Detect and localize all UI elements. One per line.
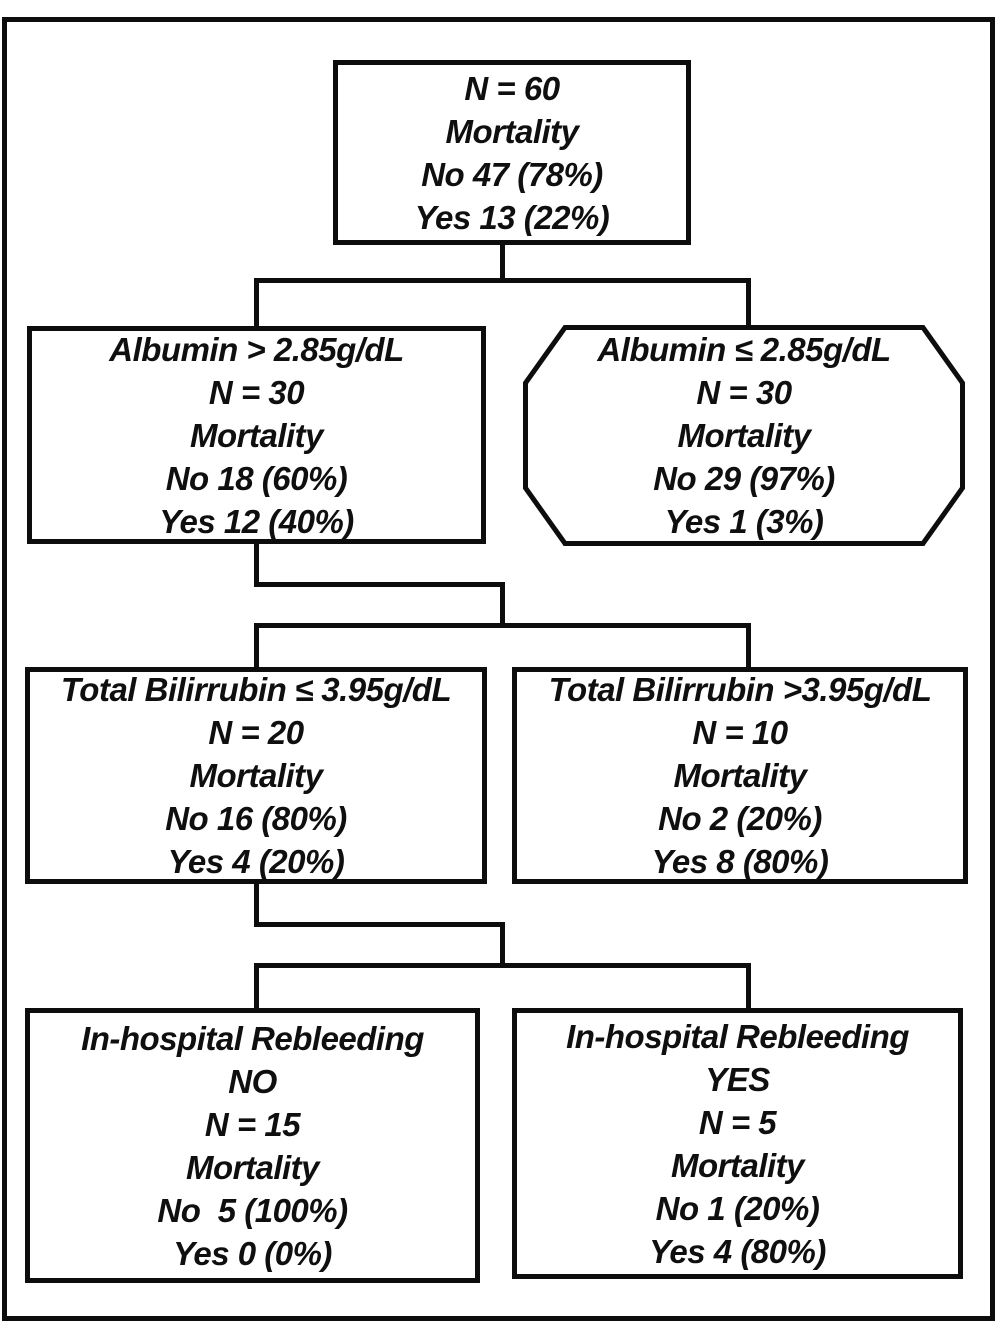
node-text: In-hospital Rebleeding YES N = 5 Mortali…	[520, 1013, 955, 1274]
node-line: Mortality	[445, 112, 579, 150]
node-line: N = 15	[204, 1105, 301, 1143]
connector-segment	[500, 922, 505, 968]
connector-segment	[254, 623, 259, 669]
node-line: N = 60	[464, 69, 560, 107]
connector-segment	[254, 922, 505, 927]
connector-segment	[746, 623, 751, 669]
node-line: Mortality	[670, 1146, 805, 1184]
node-line: Yes 1 (3%)	[664, 503, 824, 540]
node-albumin-greater: Albumin > 2.85g/dL N = 30 Mortality No 1…	[27, 326, 486, 544]
node-line: N = 20	[208, 714, 304, 751]
node-line: No 16 (80%)	[165, 800, 347, 837]
node-line: Yes 13 (22%)	[414, 198, 610, 236]
node-text: In-hospital Rebleeding NO N = 15 Mortali…	[33, 1013, 472, 1278]
node-line: Mortality	[673, 757, 807, 794]
node-line: Yes 8 (80%)	[651, 843, 829, 880]
node-line: Yes 4 (20%)	[167, 843, 345, 880]
node-line: NO	[228, 1062, 277, 1100]
connector-segment	[254, 623, 751, 628]
node-bilirrubin-lower: Total Bilirrubin ≤ 3.95g/dL N = 20 Morta…	[25, 667, 487, 884]
node-line: No 29 (97%)	[653, 460, 835, 497]
node-line: YES	[705, 1060, 770, 1098]
node-line: Mortality	[677, 417, 811, 454]
connector-segment	[254, 278, 259, 328]
connector-segment	[254, 882, 259, 927]
node-line: No 2 (20%)	[658, 800, 822, 837]
node-albumin-lower-octagon: Albumin ≤ 2.85g/dL N = 30 Mortality No 2…	[523, 325, 965, 546]
figure-border	[2, 17, 995, 1321]
node-text: Total Bilirrubin >3.95g/dL N = 10 Mortal…	[520, 671, 960, 880]
node-rebleeding-yes: In-hospital Rebleeding YES N = 5 Mortali…	[512, 1008, 963, 1279]
octagon-shape	[523, 325, 965, 546]
node-line: Mortality	[189, 416, 324, 454]
node-line: No 1 (20%)	[655, 1189, 820, 1227]
node-line: In-hospital Rebleeding	[566, 1017, 909, 1055]
node-text: Albumin ≤ 2.85g/dL N = 30 Mortality No 2…	[533, 325, 955, 546]
node-line: Albumin ≤ 2.85g/dL	[597, 331, 891, 368]
connector-segment	[254, 542, 259, 587]
node-line: Yes 4 (80%)	[649, 1232, 826, 1270]
node-line: Yes 12 (40%)	[159, 502, 354, 540]
node-line: Total Bilirrubin ≤ 3.95g/dL	[60, 671, 452, 708]
node-bilirrubin-greater: Total Bilirrubin >3.95g/dL N = 10 Mortal…	[512, 667, 968, 884]
connector-segment	[254, 278, 751, 283]
connector-segment	[254, 582, 505, 587]
node-line: In-hospital Rebleeding	[81, 1019, 424, 1057]
node-text: N = 60 Mortality No 47 (78%) Yes 13 (22%…	[341, 65, 683, 240]
node-line: Total Bilirrubin >3.95g/dL	[548, 671, 932, 708]
node-text: Albumin > 2.85g/dL N = 30 Mortality No 1…	[35, 330, 478, 540]
connector-segment	[500, 582, 505, 628]
node-line: No 5 (100%)	[157, 1191, 348, 1229]
node-line: Mortality	[189, 757, 323, 794]
node-text: Total Bilirrubin ≤ 3.95g/dL N = 20 Morta…	[33, 671, 479, 880]
node-line: N = 10	[692, 714, 788, 751]
node-total-cohort: N = 60 Mortality No 47 (78%) Yes 13 (22%…	[333, 60, 691, 245]
node-line: No 18 (60%)	[165, 459, 348, 497]
connector-segment	[746, 963, 751, 1010]
node-line: Mortality	[185, 1148, 320, 1186]
node-line: No 47 (78%)	[421, 155, 603, 193]
node-line: N = 5	[698, 1103, 777, 1141]
node-rebleeding-no: In-hospital Rebleeding NO N = 15 Mortali…	[25, 1008, 480, 1283]
node-line: Yes 0 (0%)	[173, 1234, 332, 1272]
node-line: Albumin > 2.85g/dL	[109, 330, 404, 368]
connector-segment	[746, 278, 751, 328]
connector-segment	[254, 963, 259, 1010]
connector-segment	[254, 963, 751, 968]
node-line: N = 30	[208, 373, 305, 411]
node-line: N = 30	[696, 374, 792, 411]
connector-segment	[500, 243, 505, 283]
